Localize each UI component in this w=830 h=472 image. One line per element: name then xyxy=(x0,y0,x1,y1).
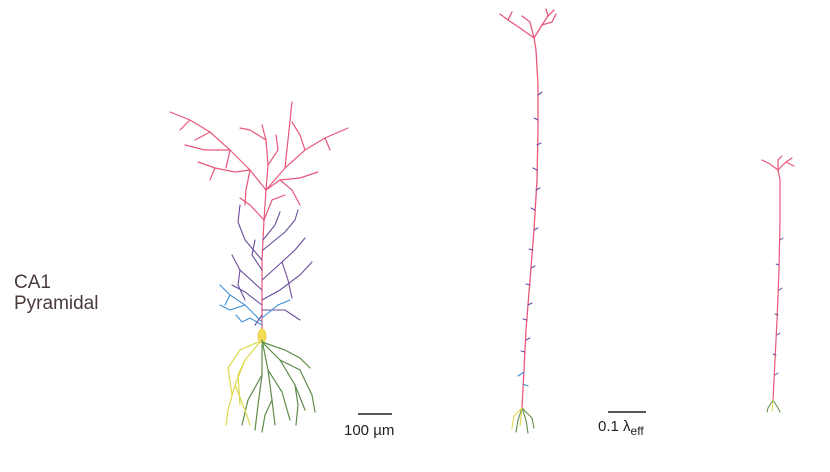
proximal-stubs-middle xyxy=(517,371,529,387)
scale-electrotonic-symbol: λ xyxy=(623,418,631,435)
anatomical-neuron xyxy=(169,101,349,433)
electrotonic-neuron-right xyxy=(761,155,795,413)
cell-type-label: CA1 Pyramidal xyxy=(14,272,98,314)
scale-label-electrotonic: 0.1 λeff xyxy=(598,418,644,438)
cell-label-line1: CA1 xyxy=(14,272,51,293)
scale-electrotonic-subscript: eff xyxy=(630,424,644,438)
apical-trunk-right xyxy=(761,155,795,401)
scale-electrotonic-value: 0.1 xyxy=(598,418,619,435)
electrotonic-neuron-middle xyxy=(499,8,557,434)
basal-right xyxy=(766,399,781,413)
scale-label-anatomical: 100 µm xyxy=(344,422,395,439)
basal-middle xyxy=(511,407,535,434)
oblique-stubs-right xyxy=(772,237,784,376)
apical-oblique-anatomical xyxy=(231,204,313,326)
apical-proximal-anatomical xyxy=(219,284,291,326)
basal-dendrites-anatomical xyxy=(225,339,316,433)
cell-label-line2: Pyramidal xyxy=(14,293,99,314)
oblique-stubs-middle xyxy=(520,91,543,353)
apical-tuft-anatomical xyxy=(169,101,349,331)
apical-trunk-middle xyxy=(499,8,557,409)
